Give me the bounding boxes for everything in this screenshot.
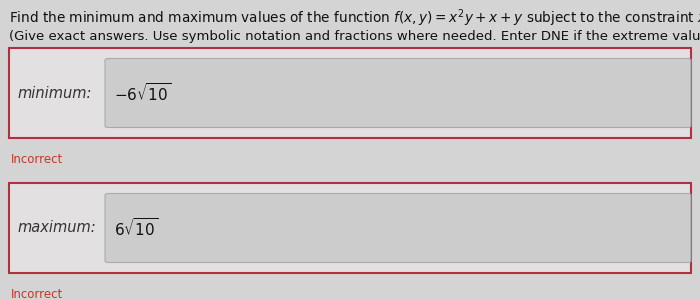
FancyBboxPatch shape (9, 183, 691, 273)
Text: (Give exact answers. Use symbolic notation and fractions where needed. Enter DNE: (Give exact answers. Use symbolic notati… (9, 30, 700, 43)
Text: Incorrect: Incorrect (10, 153, 63, 166)
Text: maximum:: maximum: (18, 220, 96, 236)
FancyBboxPatch shape (9, 48, 691, 138)
Text: Incorrect: Incorrect (10, 288, 63, 300)
Text: Find the minimum and maximum values of the function $f(x, y) = x^2y + x + y$ sub: Find the minimum and maximum values of t… (9, 8, 700, 29)
Text: $-6\sqrt{10}$: $-6\sqrt{10}$ (114, 82, 172, 104)
Text: $6\sqrt{10}$: $6\sqrt{10}$ (114, 217, 158, 239)
FancyBboxPatch shape (105, 58, 691, 128)
FancyBboxPatch shape (105, 194, 691, 262)
Text: minimum:: minimum: (18, 85, 92, 100)
